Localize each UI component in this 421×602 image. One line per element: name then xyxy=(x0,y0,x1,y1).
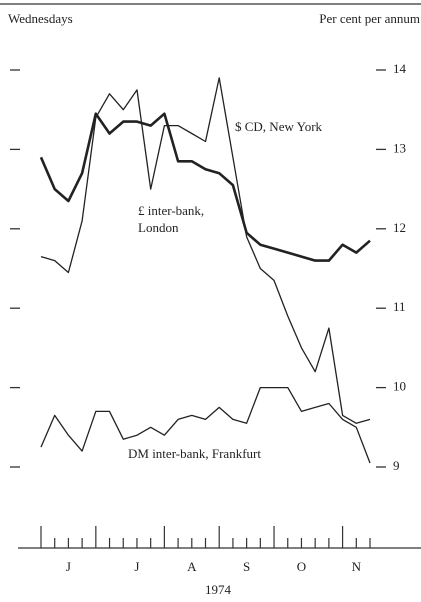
y-tick-label: 12 xyxy=(393,220,406,235)
x-label: 1974 xyxy=(205,582,232,597)
series-label: DM inter-bank, Frankfurt xyxy=(128,446,261,461)
left-label: Wednesdays xyxy=(8,11,73,26)
series-line xyxy=(40,386,371,464)
x-tick-label: J xyxy=(66,559,71,574)
x-tick-label: J xyxy=(134,559,139,574)
y-tick-label: 10 xyxy=(393,379,406,394)
series-label: £ inter-bank, London xyxy=(138,203,204,235)
series-label: $ CD, New York xyxy=(235,119,323,134)
x-tick-label: O xyxy=(297,559,306,574)
x-tick-label: N xyxy=(352,559,362,574)
x-tick-label: A xyxy=(187,559,197,574)
y-tick-label: 9 xyxy=(393,458,400,473)
x-tick-label: S xyxy=(243,559,250,574)
y-tick-label: 14 xyxy=(393,61,407,76)
right-label: Per cent per annum xyxy=(319,11,420,26)
y-tick-label: 11 xyxy=(393,299,406,314)
series-line xyxy=(39,112,371,262)
y-tick-label: 13 xyxy=(393,140,406,155)
